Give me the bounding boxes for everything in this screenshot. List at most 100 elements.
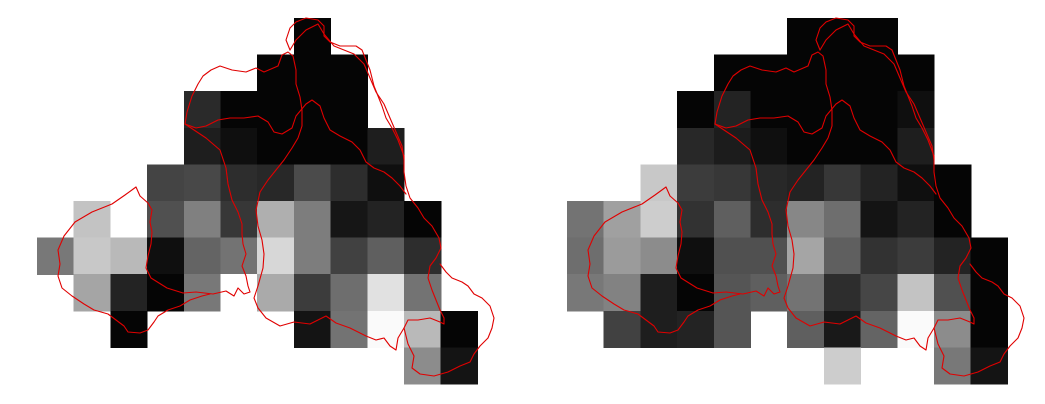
raster-cell [713,237,752,275]
raster-cell [787,127,825,165]
boundary-outline [587,17,1025,377]
raster-cell [897,274,935,312]
raster-cell [220,91,258,129]
region-boundary-inner [184,99,407,195]
region-boundary-west [74,17,445,351]
raster-cell [787,91,825,129]
raster-cell [37,237,75,275]
raster-cell [823,201,862,239]
raster-cell [823,237,862,275]
raster-cell [110,201,148,239]
raster-cell [897,237,935,275]
raster-cell [897,164,935,202]
left-panel [37,17,495,385]
raster-cell [713,127,752,165]
raster-cell [677,91,715,129]
raster-cell [640,237,678,275]
raster-cell [293,274,332,312]
raster-cell [603,274,641,312]
raster-cell [183,164,222,202]
raster-cell [257,201,295,239]
raster-grid-left [37,18,478,385]
raster-cell [677,310,715,348]
raster-cell [713,91,752,129]
raster-cell [934,310,972,348]
raster-cell [367,237,405,275]
raster-cell [110,274,148,312]
raster-cell [713,310,752,348]
raster-cell [183,127,222,165]
raster-cell [750,91,788,129]
raster-cell [330,310,368,348]
raster-cell [860,201,898,239]
raster-cell [404,347,442,385]
raster-cell [640,310,678,348]
right-panel [567,17,1025,385]
raster-cell [823,274,862,312]
raster-cell [257,54,295,92]
raster-cell [110,310,148,348]
raster-cell [860,54,898,92]
raster-cell [404,274,442,312]
raster-cell [330,274,368,312]
raster-cell [860,237,898,275]
raster-cell [367,127,405,165]
region-boundary-north-east [819,23,935,161]
region-boundary-south-east [403,263,495,377]
raster-cell [750,201,788,239]
raster-cell [73,237,111,275]
raster-cell [257,127,295,165]
raster-cell [823,54,862,92]
region-boundary-west [604,17,975,351]
region-boundary-south-west [587,221,741,334]
raster-cell [440,310,478,348]
raster-cell [787,310,825,348]
raster-cell [860,164,898,202]
raster-cell [750,274,788,312]
raster-cell [147,201,185,239]
raster-cell [787,201,825,239]
raster-cell [640,274,678,312]
raster-cell [677,237,715,275]
raster-cell [750,54,788,92]
raster-cell [257,91,295,129]
raster-cell [367,310,405,348]
region-boundary-south-west [57,221,211,334]
region-boundary-north-east [289,23,405,161]
raster-cell [823,164,862,202]
raster-cell [603,310,641,348]
raster-cell [823,127,862,165]
region-boundary-inner [714,99,937,195]
raster-cell [293,237,332,275]
raster-cell [293,127,332,165]
raster-cell [404,310,442,348]
raster-cell [220,127,258,165]
raster-cell [330,164,368,202]
raster-cell [220,274,258,312]
raster-cell [750,127,788,165]
raster-cell [603,237,641,275]
raster-cell [293,201,332,239]
boundary-outline [57,17,495,377]
raster-cell [787,18,825,56]
raster-cell [147,237,185,275]
raster-cell [934,274,972,312]
raster-cell [970,310,1008,348]
raster-cell [934,164,972,202]
raster-cell [367,274,405,312]
raster-cell [860,310,898,348]
raster-cell [860,91,898,129]
raster-cell [404,237,442,275]
raster-cell [860,18,898,56]
raster-cell [330,54,368,92]
raster-cell [750,237,788,275]
raster-cell [897,54,935,92]
raster-cell [823,347,862,385]
raster-cell [897,127,935,165]
raster-cell [183,237,222,275]
raster-cell [293,54,332,92]
raster-cell [677,274,715,312]
raster-cell [860,274,898,312]
raster-cell [147,164,185,202]
